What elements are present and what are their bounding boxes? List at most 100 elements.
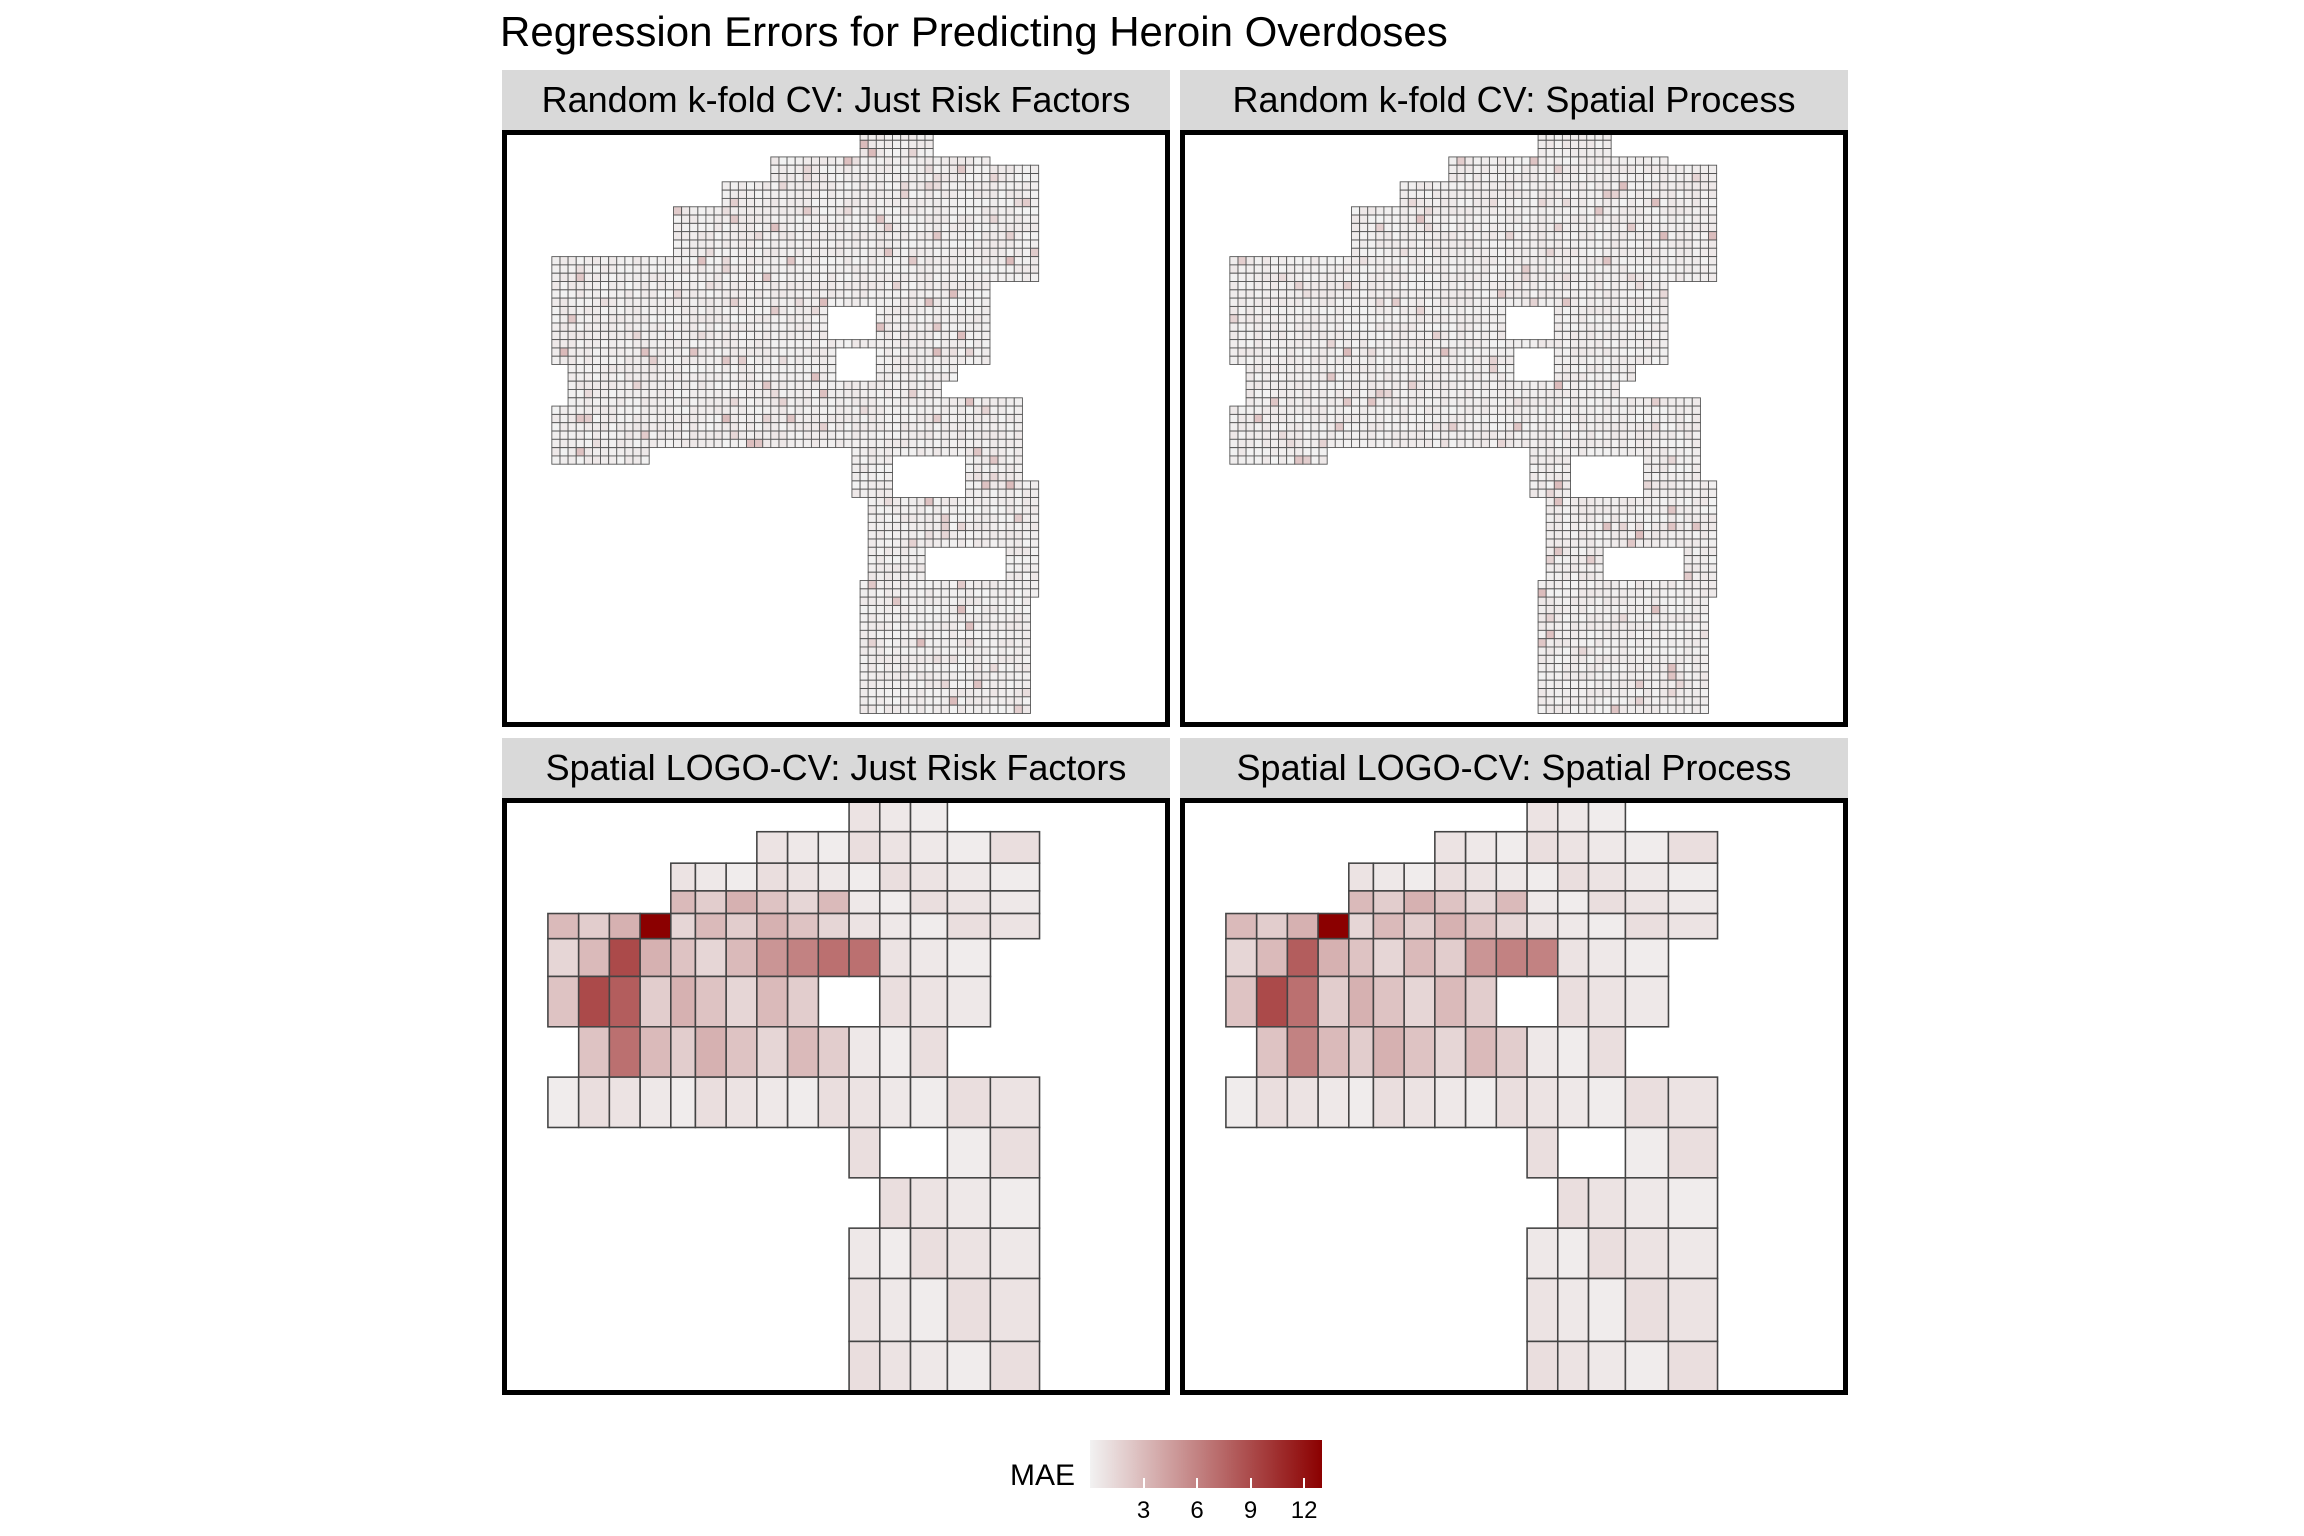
fishnet-cell <box>1683 513 1693 523</box>
fishnet-cell <box>916 231 926 241</box>
fishnet-cell <box>1529 397 1539 407</box>
fishnet-cell <box>1537 438 1547 449</box>
fishnet-cell <box>892 355 902 365</box>
fishnet-cell <box>1342 272 1353 282</box>
neighborhood-cell <box>989 890 1041 915</box>
fishnet-cell <box>689 330 699 341</box>
fishnet-cell <box>1699 521 1709 532</box>
fishnet-cell <box>1610 173 1620 183</box>
fishnet-cell <box>965 297 975 307</box>
fishnet-cell <box>1537 256 1547 266</box>
fishnet-cell <box>1561 696 1571 706</box>
fishnet-cell <box>1391 405 1401 415</box>
fishnet-cell <box>989 272 999 282</box>
fishnet-cell <box>956 438 967 449</box>
fishnet-cell <box>583 256 593 266</box>
fishnet-cell <box>721 397 731 407</box>
fishnet-cell <box>1432 214 1442 224</box>
fishnet-cell <box>746 214 756 224</box>
fishnet-cell <box>900 521 910 532</box>
fishnet-cell <box>924 364 934 374</box>
fishnet-cell <box>754 264 764 274</box>
fishnet-cell <box>859 247 869 257</box>
fishnet-cell <box>1342 322 1353 332</box>
fishnet-cell <box>965 231 975 241</box>
fishnet-cell <box>883 380 893 390</box>
fishnet-cell <box>997 663 1007 673</box>
fishnet-cell <box>705 430 715 440</box>
fishnet-cell <box>1561 588 1571 598</box>
fishnet-cell <box>713 430 723 440</box>
neighborhood-cell <box>1624 890 1670 915</box>
fishnet-cell <box>673 289 683 299</box>
fishnet-cell <box>1537 629 1547 640</box>
fishnet-cell <box>1432 438 1442 449</box>
fishnet-cell <box>1367 430 1377 440</box>
fishnet-cell <box>559 314 569 324</box>
fishnet-cell <box>1618 521 1628 532</box>
fishnet-cell <box>1464 364 1474 374</box>
fishnet-cell <box>1618 297 1628 307</box>
fishnet-cell <box>867 214 877 224</box>
fishnet-cell <box>1432 181 1442 191</box>
fishnet-cell <box>1261 330 1271 341</box>
fishnet-cell <box>1383 438 1393 449</box>
fishnet-cell <box>1610 339 1620 349</box>
fishnet-cell <box>1699 488 1709 498</box>
fishnet-cell <box>1578 214 1588 224</box>
fishnet-cell <box>989 663 999 673</box>
fishnet-cell <box>1683 613 1693 623</box>
fishnet-cell <box>1643 239 1653 249</box>
fishnet-cell <box>673 389 683 399</box>
fishnet-cell <box>1578 447 1588 457</box>
fishnet-cell <box>664 297 675 307</box>
fishnet-cell <box>794 231 804 241</box>
fishnet-cell <box>1610 663 1620 673</box>
fishnet-cell <box>1675 654 1685 665</box>
fishnet-cell <box>875 596 885 606</box>
fishnet-cell <box>810 380 821 390</box>
fishnet-cell <box>1545 148 1555 158</box>
fishnet-cell <box>1618 173 1628 183</box>
fishnet-cell <box>1634 197 1645 208</box>
fishnet-cell <box>859 480 869 490</box>
fishnet-cell <box>1432 297 1442 307</box>
fishnet-cell <box>616 372 626 382</box>
fishnet-cell <box>762 214 772 224</box>
fishnet-cell <box>794 206 804 216</box>
fishnet-cell <box>859 488 869 498</box>
fishnet-cell <box>1651 654 1661 665</box>
fishnet-cell <box>1634 405 1645 415</box>
fishnet-cell <box>867 289 877 299</box>
fishnet-cell <box>924 197 934 208</box>
fishnet-cell <box>762 297 772 307</box>
fishnet-cell <box>1030 272 1040 282</box>
fishnet-cell <box>721 372 731 382</box>
fishnet-cell <box>1586 580 1596 590</box>
fishnet-cell <box>835 397 845 407</box>
fishnet-cell <box>681 405 691 415</box>
fishnet-cell <box>721 247 731 257</box>
fishnet-cell <box>1594 513 1604 523</box>
fishnet-cell <box>1545 688 1555 698</box>
panel-strip-logo-risk: Spatial LOGO-CV: Just Risk Factors <box>502 738 1170 798</box>
fishnet-cell <box>1391 239 1401 249</box>
fishnet-cell <box>754 214 764 224</box>
fishnet-cell <box>600 330 610 341</box>
fishnet-cell <box>1602 704 1612 714</box>
fishnet-cell <box>1375 413 1385 424</box>
fishnet-cell <box>1415 264 1425 274</box>
fishnet-cell <box>1570 629 1580 640</box>
fishnet-cell <box>973 314 983 324</box>
fishnet-cell <box>892 530 902 540</box>
fishnet-cell <box>1497 206 1507 216</box>
neighborhood-cell <box>1587 1076 1627 1129</box>
fishnet-cell <box>997 206 1007 216</box>
fishnet-cell <box>1391 289 1401 299</box>
fishnet-cell <box>883 472 893 482</box>
fishnet-cell <box>1005 413 1015 424</box>
fishnet-cell <box>924 189 934 199</box>
fishnet-cell <box>908 430 918 440</box>
fishnet-cell <box>1561 671 1571 681</box>
fishnet-cell <box>1415 405 1425 415</box>
